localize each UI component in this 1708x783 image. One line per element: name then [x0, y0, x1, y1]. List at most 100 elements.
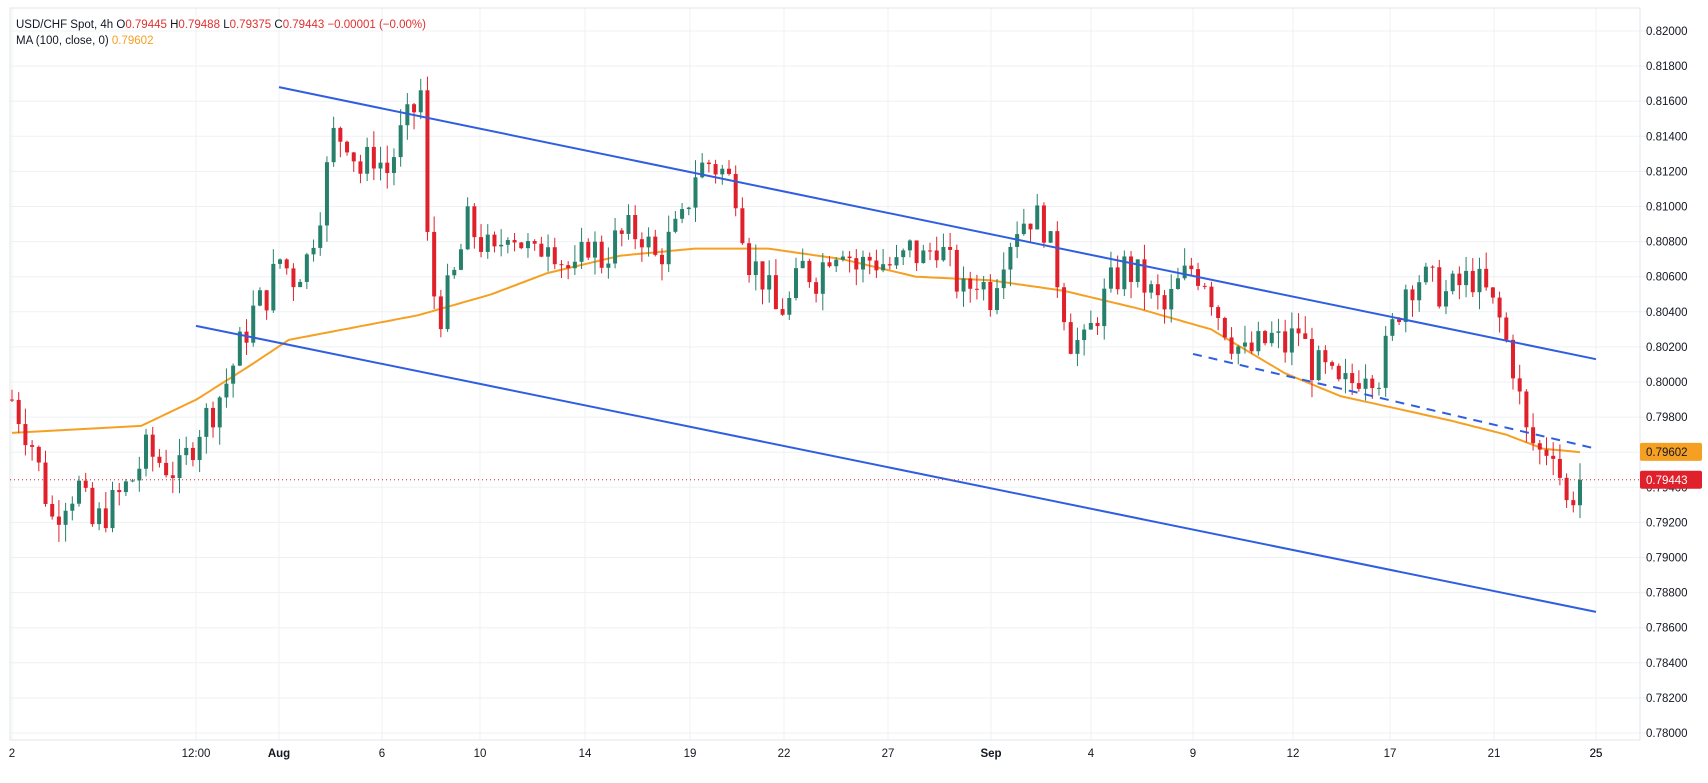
candle-up — [686, 207, 691, 210]
candle-up — [391, 157, 396, 174]
candle-up — [941, 247, 946, 261]
x-tick-label: 19 — [684, 748, 697, 760]
candle-down — [284, 259, 289, 269]
candle-down — [1490, 287, 1495, 298]
candle-down — [619, 230, 624, 234]
y-tick-label: 0.80000 — [1646, 377, 1688, 389]
candle-down — [1531, 427, 1536, 444]
y-tick-label: 0.80200 — [1646, 342, 1688, 354]
candle-down — [1068, 322, 1073, 354]
candle-up — [1390, 319, 1395, 336]
candle-down — [50, 503, 55, 517]
candle-down — [291, 268, 296, 288]
candle-down — [887, 264, 892, 266]
candle-down — [827, 262, 832, 267]
y-tick-label: 0.78800 — [1646, 588, 1688, 600]
y-tick-label: 0.80800 — [1646, 237, 1688, 249]
candle-down — [1557, 458, 1562, 478]
candle-down — [1263, 331, 1268, 344]
candle-down — [425, 90, 430, 232]
candle-down — [1202, 285, 1207, 287]
candle-down — [438, 296, 443, 330]
change-value: −0.00001 (−0.00%) — [327, 19, 426, 31]
candle-up — [224, 383, 229, 398]
candle-down — [566, 265, 571, 269]
candle-up — [834, 259, 839, 267]
candle-down — [552, 247, 557, 265]
candle-down — [150, 434, 155, 457]
candle-up — [123, 481, 128, 493]
candle-up — [97, 508, 102, 525]
chart-legend: USD/CHF Spot, 4h O0.79445 H0.79488 L0.79… — [16, 17, 426, 49]
candle-down — [854, 258, 859, 270]
candle-up — [666, 231, 671, 265]
chart-grid — [9, 7, 1648, 741]
candle-down — [1055, 231, 1060, 288]
candle-up — [445, 275, 450, 330]
x-tick-label: Aug — [268, 748, 290, 760]
candle-down — [1162, 295, 1167, 310]
candle-down — [659, 254, 664, 265]
candle-down — [1571, 500, 1576, 506]
candle-down — [1330, 362, 1335, 366]
trendline-resistance — [1192, 352, 1597, 450]
indicator-legend-row: MA (100, close, 0) 0.79602 — [16, 33, 426, 49]
candle-up — [606, 263, 611, 268]
candle-down — [264, 290, 269, 311]
candle-down — [988, 281, 993, 311]
candle-down — [345, 141, 350, 153]
candle-up — [720, 168, 725, 175]
trendline-layer — [195, 86, 1597, 613]
candle-up — [767, 275, 772, 290]
candle-down — [1189, 265, 1194, 270]
y-tick-label: 0.79200 — [1646, 517, 1688, 529]
y-tick-label: 0.81800 — [1646, 61, 1688, 73]
ma-price-tag-text: 0.79602 — [1646, 447, 1688, 459]
candle-up — [1577, 479, 1583, 506]
candle-down — [30, 445, 35, 447]
candle-up — [700, 162, 705, 178]
candle-down — [472, 206, 477, 238]
candle-up — [405, 104, 410, 126]
candle-down — [117, 490, 122, 493]
x-tick-label: 25 — [1590, 748, 1603, 760]
candle-down — [1356, 383, 1361, 389]
candle-down — [1323, 350, 1328, 363]
high-value: 0.79488 — [178, 19, 220, 31]
candle-up — [499, 244, 504, 247]
y-tick-label: 0.81600 — [1646, 96, 1688, 108]
candle-up — [579, 241, 584, 262]
candle-up — [324, 162, 329, 226]
x-tick-label: 10 — [474, 748, 487, 760]
candle-up — [70, 503, 75, 511]
low-value: 0.79375 — [229, 19, 272, 31]
candle-down — [1397, 319, 1402, 322]
x-tick-label: 14 — [579, 748, 592, 760]
candle-down — [740, 208, 745, 244]
y-tick-label: 0.78200 — [1646, 693, 1688, 705]
candle-up — [1363, 378, 1368, 389]
candle-up — [217, 397, 222, 428]
x-tick-label: 6 — [379, 748, 385, 760]
ohlc-legend-row: USD/CHF Spot, 4h O0.79445 H0.79488 L0.79… — [16, 17, 426, 33]
candle-up — [693, 177, 698, 208]
candle-up — [1048, 231, 1053, 243]
candle-down — [432, 231, 437, 297]
x-tick-label: 22 — [778, 748, 791, 760]
candle-up — [861, 256, 866, 270]
candle-up — [1343, 373, 1348, 380]
x-tick-label: 17 — [1384, 748, 1397, 760]
candle-down — [954, 249, 959, 292]
candle-up — [452, 269, 457, 276]
candle-up — [251, 305, 256, 343]
candle-up — [63, 510, 68, 525]
candle-up — [961, 278, 966, 292]
candle-up — [130, 480, 135, 482]
candle-down — [519, 242, 524, 249]
candle-up — [613, 230, 618, 264]
candle-down — [1296, 328, 1301, 334]
candle-down — [1551, 455, 1556, 459]
candle-up — [1088, 322, 1093, 330]
